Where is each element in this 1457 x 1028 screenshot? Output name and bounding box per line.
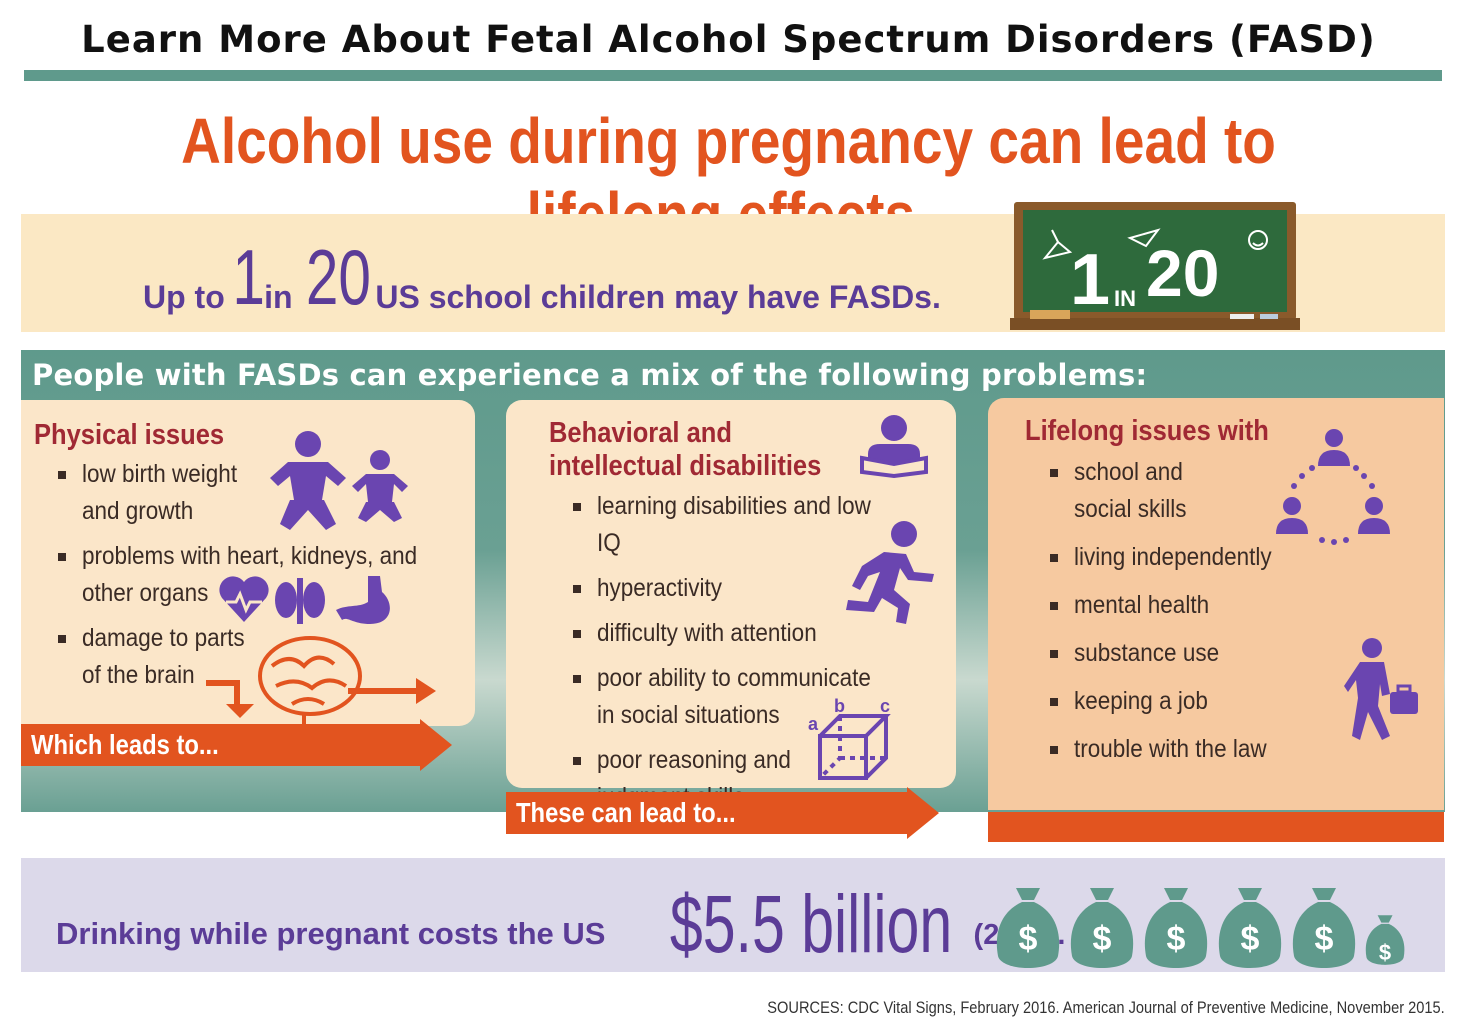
list-item: hyperactivity xyxy=(573,570,933,607)
arrow-head xyxy=(420,719,452,771)
list-item: learning disabilities and low IQ xyxy=(573,488,933,562)
these-can-lead-to-arrow: These can lead to... xyxy=(506,792,908,834)
dollar-sign: $ xyxy=(1019,920,1038,958)
lifelong-footer-bar xyxy=(988,812,1444,842)
heart-icon xyxy=(219,576,269,622)
stat-suffix: US school children may have FASDs. xyxy=(375,279,941,315)
stat-statement: Up to 1 in 20 US school children may hav… xyxy=(143,232,949,316)
bell-icon xyxy=(1042,229,1073,260)
cost-amount: $5.5 billion xyxy=(670,879,953,970)
physical-issues-list: low birth weight and growth problems wit… xyxy=(58,456,458,694)
cost-prefix: Drinking while pregnant costs the US xyxy=(56,916,606,951)
cube-icon: a b c xyxy=(808,696,891,780)
title-divider xyxy=(24,70,1442,81)
stat-prefix: Up to xyxy=(143,279,225,315)
dollar-sign: $ xyxy=(1241,920,1260,958)
smiley-icon xyxy=(1248,230,1268,250)
behavioral-title-line2: intellectual disabilities xyxy=(549,450,822,482)
reading-person-icon xyxy=(860,415,928,478)
brain-icon xyxy=(206,636,436,724)
cube-label-b: b xyxy=(834,696,845,716)
list-item: trouble with the law xyxy=(1050,731,1350,768)
chalk-numerator: 1 xyxy=(1070,240,1110,320)
stat-mid: in xyxy=(264,279,293,315)
cube-label-c: c xyxy=(880,696,890,716)
which-leads-to-arrow: Which leads to... xyxy=(21,724,421,766)
paper-plane-icon xyxy=(1127,228,1161,248)
list-item: keeping a job xyxy=(1050,683,1350,720)
money-bags-icon: $ $ $ $ $ $ xyxy=(996,888,1405,968)
list-item: school and social skills xyxy=(1050,454,1350,528)
dollar-sign: $ xyxy=(1167,920,1186,958)
arrow-head xyxy=(907,787,939,839)
behavioral-title-line1: Behavioral and xyxy=(549,417,732,449)
list-item: living independently xyxy=(1050,539,1350,576)
social-group-icon xyxy=(1276,429,1390,545)
list-item: low birth weight and growth xyxy=(58,456,458,530)
list-item: difficulty with attention xyxy=(573,615,933,652)
physical-issues-title: Physical issues xyxy=(34,419,225,451)
lifelong-list: school and social skills living independ… xyxy=(1050,454,1350,768)
list-item: mental health xyxy=(1050,587,1350,624)
lifelong-title: Lifelong issues with xyxy=(1025,415,1269,447)
page-title: Learn More About Fetal Alcohol Spectrum … xyxy=(81,18,1376,61)
chalk-in: IN xyxy=(1114,286,1136,311)
cost-statement: Drinking while pregnant costs the US $5.… xyxy=(56,870,1065,966)
list-item: problems with heart, kidneys, and other … xyxy=(58,538,458,612)
dollar-sign: $ xyxy=(1379,940,1391,965)
running-person-icon xyxy=(846,521,934,624)
babies-icon xyxy=(270,431,408,530)
stat-denominator: 20 xyxy=(305,233,371,321)
organs-icon xyxy=(219,576,390,624)
kidneys-icon xyxy=(275,578,325,624)
lifelong-issues-card xyxy=(988,398,1444,810)
chalkboard-illustration: 1 IN 20 xyxy=(1010,202,1300,330)
list-item: poor ability to communicate in social si… xyxy=(573,660,933,734)
problems-heading: People with FASDs can experience a mix o… xyxy=(32,358,1148,392)
chalk-denominator: 20 xyxy=(1146,236,1219,310)
stat-numerator: 1 xyxy=(232,233,265,321)
list-item: damage to parts of the brain xyxy=(58,620,458,694)
sources-citation: SOURCES: CDC Vital Signs, February 2016.… xyxy=(767,998,1445,1017)
dollar-sign: $ xyxy=(1315,920,1334,958)
dollar-sign: $ xyxy=(1093,920,1112,958)
stomach-icon xyxy=(336,576,390,624)
list-item: substance use xyxy=(1050,635,1350,672)
businessperson-icon xyxy=(1344,638,1418,740)
physical-issues-card xyxy=(21,400,475,726)
cube-label-a: a xyxy=(808,714,819,734)
cost-band xyxy=(21,858,1445,972)
